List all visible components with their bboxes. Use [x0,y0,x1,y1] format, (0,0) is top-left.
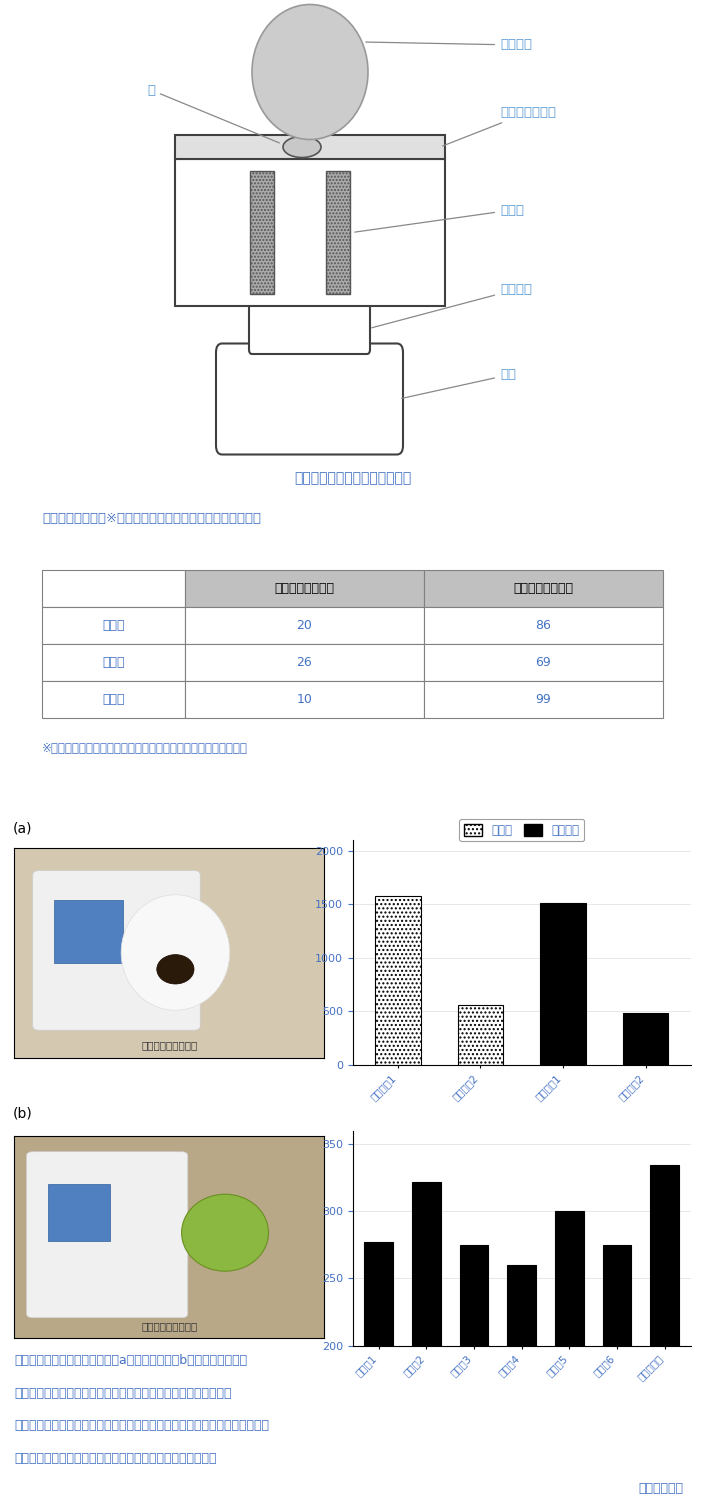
Bar [424,681,663,718]
Text: 誘導壁: 誘導壁 [355,204,524,232]
Text: 20: 20 [297,620,312,632]
Text: 26: 26 [297,656,312,669]
Bar [42,570,185,608]
Text: ２回目: ２回目 [102,656,125,669]
Bar [42,681,185,718]
Ellipse shape [252,4,368,140]
Bar [54,900,123,963]
Text: リンゴ：スーパー等で購入した５品種のリンゴ（リンゴ１と６は同一品種）: リンゴ：スーパー等で購入した５品種のリンゴ（リンゴ１と６は同一品種） [14,1419,269,1432]
Bar [48,1184,110,1240]
Text: 筐体: 筐体 [402,369,516,399]
Bar [185,608,424,644]
Text: ３回目: ３回目 [102,693,125,706]
Text: （藤岡宏樹）: （藤岡宏樹） [639,1482,684,1494]
Bar [651,1164,679,1500]
Bar [460,1245,489,1500]
Bar [42,608,185,644]
Text: サンプル: サンプル [366,39,532,51]
Bar [185,570,424,608]
Bar [326,171,350,294]
Bar [250,171,274,294]
Text: 86: 86 [535,620,551,632]
Text: トリュフ：専門店で購入した香りの強さの異なる２固体を測定。: トリュフ：専門店で購入した香りの強さの異なる２固体を測定。 [14,1386,232,1400]
Text: 10: 10 [297,693,312,706]
Text: 香り測定装置試作機: 香り測定装置試作機 [141,1040,197,1050]
Bar [175,159,445,306]
Bar [603,1245,631,1500]
Text: 穴: 穴 [147,84,279,142]
Bar [185,644,424,681]
Text: (a): (a) [13,822,32,836]
Legend: 切断面, 非切断面: 切断面, 非切断面 [460,819,584,842]
Bar [508,1264,536,1500]
Bar [458,1005,503,1065]
Text: 天板（交換可）: 天板（交換可） [443,106,556,146]
Text: １回目: １回目 [102,620,125,632]
Text: 誘導壁なし（秒）: 誘導壁なし（秒） [513,582,573,596]
Text: 69: 69 [535,656,551,669]
Bar [424,570,663,608]
Bar [424,644,663,681]
Bar [375,896,421,1065]
FancyBboxPatch shape [27,1152,188,1318]
Text: ※図１の構造を一部変形してアクリル板で作成した装置を使用。: ※図１の構造を一部変形してアクリル板で作成した装置を使用。 [42,742,248,756]
Text: 表１　簡易装置（※）における安定値に到達するまでの時間: 表１ 簡易装置（※）における安定値に到達するまでの時間 [42,512,262,525]
Bar [623,1013,668,1065]
Bar [185,681,424,718]
Text: センサー: センサー [372,284,532,328]
Bar [412,1182,441,1500]
Bar [540,903,586,1065]
Ellipse shape [157,954,194,984]
Text: 香り測定装置試作機: 香り測定装置試作機 [141,1322,197,1330]
Ellipse shape [121,894,230,1011]
Text: (b): (b) [13,1107,32,1120]
FancyBboxPatch shape [216,344,403,454]
Bar [424,608,663,644]
Ellipse shape [182,1194,269,1270]
Bar [555,1212,584,1500]
Text: 及びリンゴ香料入りクリームを塗布した紙を測定。: 及びリンゴ香料入りクリームを塗布した紙を測定。 [14,1452,216,1464]
Text: 図１　香り測定装置の基本構造: 図１ 香り測定装置の基本構造 [294,471,411,484]
Ellipse shape [283,136,321,158]
Text: 図２　試作機によるトリュフ（a）及びリンゴ（b）の香り測定結果: 図２ 試作機によるトリュフ（a）及びリンゴ（b）の香り測定結果 [14,1354,247,1368]
Text: 99: 99 [535,693,551,706]
Bar [42,644,185,681]
FancyBboxPatch shape [249,303,370,354]
Text: 誘導壁あり（秒）: 誘導壁あり（秒） [274,582,334,596]
Bar [175,135,445,159]
FancyBboxPatch shape [32,870,200,1030]
Bar [364,1242,393,1500]
